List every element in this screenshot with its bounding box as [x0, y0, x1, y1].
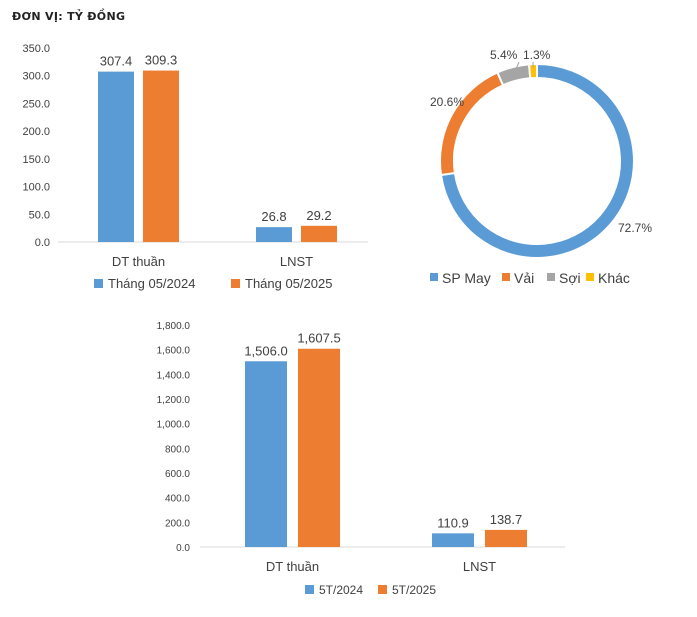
y-tick-label: 200.0: [165, 518, 190, 529]
y-tick-label: 350.0: [22, 43, 50, 55]
legend-swatch-1: [378, 585, 387, 594]
y-tick-label: 1,200.0: [157, 395, 191, 406]
y-tick-label: 0.0: [35, 237, 50, 249]
bar-th-ng-05-2024-1: [256, 227, 292, 242]
y-tick-label: 1,800.0: [157, 321, 191, 332]
legend-label: 5T/2025: [392, 583, 436, 597]
legend-label: SP May: [442, 270, 491, 286]
data-label: 20.6%: [430, 95, 464, 109]
bar-th-ng-05-2025-1: [301, 225, 337, 242]
data-label: 110.9: [437, 515, 469, 530]
legend-swatch-s-i: [547, 273, 555, 281]
monthly-bar-chart: 0.0 50.0 100.0 150.0 200.0 250.0 300.0 350.0 307…: [22, 43, 368, 291]
bar-5t-2024-0: [245, 361, 287, 547]
y-tick-label: 600.0: [165, 469, 190, 480]
data-label: 72.7%: [618, 221, 652, 235]
data-label: 1,506.0: [244, 343, 287, 358]
category-label: LNST: [280, 254, 313, 269]
legend-swatch-0: [305, 585, 314, 594]
legend-swatch-0: [94, 279, 103, 288]
y-tick-label: 50.0: [29, 209, 50, 221]
y-tick-label: 1,400.0: [157, 370, 191, 381]
legend-label: Khác: [598, 270, 630, 286]
legend-label: Tháng 05/2025: [245, 276, 332, 291]
category-label: LNST: [463, 559, 496, 574]
legend-label: Sợi: [559, 270, 581, 286]
y-tick-label: 150.0: [22, 154, 50, 166]
data-label: 26.8: [261, 209, 286, 224]
revenue-structure-donut-chart: 72.7% 20.6% 5.4% 1.3% SP May Vải Sợi Khác: [430, 48, 652, 286]
bar-5t-2025-0: [298, 348, 340, 547]
y-tick-label: 0.0: [176, 543, 190, 554]
bar-th-ng-05-2024-0: [98, 71, 134, 242]
legend-label: Vải: [514, 270, 534, 286]
category-label: DT thuần: [266, 559, 319, 574]
legend-swatch-sp-may: [430, 273, 438, 281]
leader-line: [515, 61, 520, 70]
data-label: 1.3%: [523, 48, 551, 62]
bar-5t-2025-1: [485, 529, 527, 547]
y-tick-label: 300.0: [22, 71, 50, 83]
data-label: 1,607.5: [297, 331, 340, 346]
legend-label: Tháng 05/2024: [108, 276, 195, 291]
data-label: 138.7: [490, 512, 523, 527]
unit-label: ĐƠN VỊ: TỶ ĐỒNG: [12, 10, 126, 23]
category-label: DT thuần: [112, 254, 165, 269]
slice-kh-c: [528, 62, 538, 80]
y-tick-label: 400.0: [165, 494, 190, 505]
bar-5t-2024-1: [432, 533, 474, 547]
bar-th-ng-05-2025-0: [143, 70, 179, 243]
y-tick-label: 1,000.0: [157, 420, 191, 431]
y-tick-label: 800.0: [165, 444, 190, 455]
legend-label: 5T/2024: [319, 583, 363, 597]
y-tick-label: 250.0: [22, 98, 50, 110]
y-tick-label: 1,600.0: [157, 346, 191, 357]
legend-swatch-v-i: [502, 273, 510, 281]
legend-swatch-kh-c: [586, 273, 594, 281]
y-tick-label: 200.0: [22, 126, 50, 138]
data-label: 309.3: [145, 53, 178, 68]
y-tick-label: 100.0: [22, 182, 50, 194]
legend-swatch-1: [231, 279, 240, 288]
data-label: 5.4%: [490, 48, 518, 62]
data-label: 307.4: [100, 54, 133, 69]
data-label: 29.2: [306, 208, 331, 223]
